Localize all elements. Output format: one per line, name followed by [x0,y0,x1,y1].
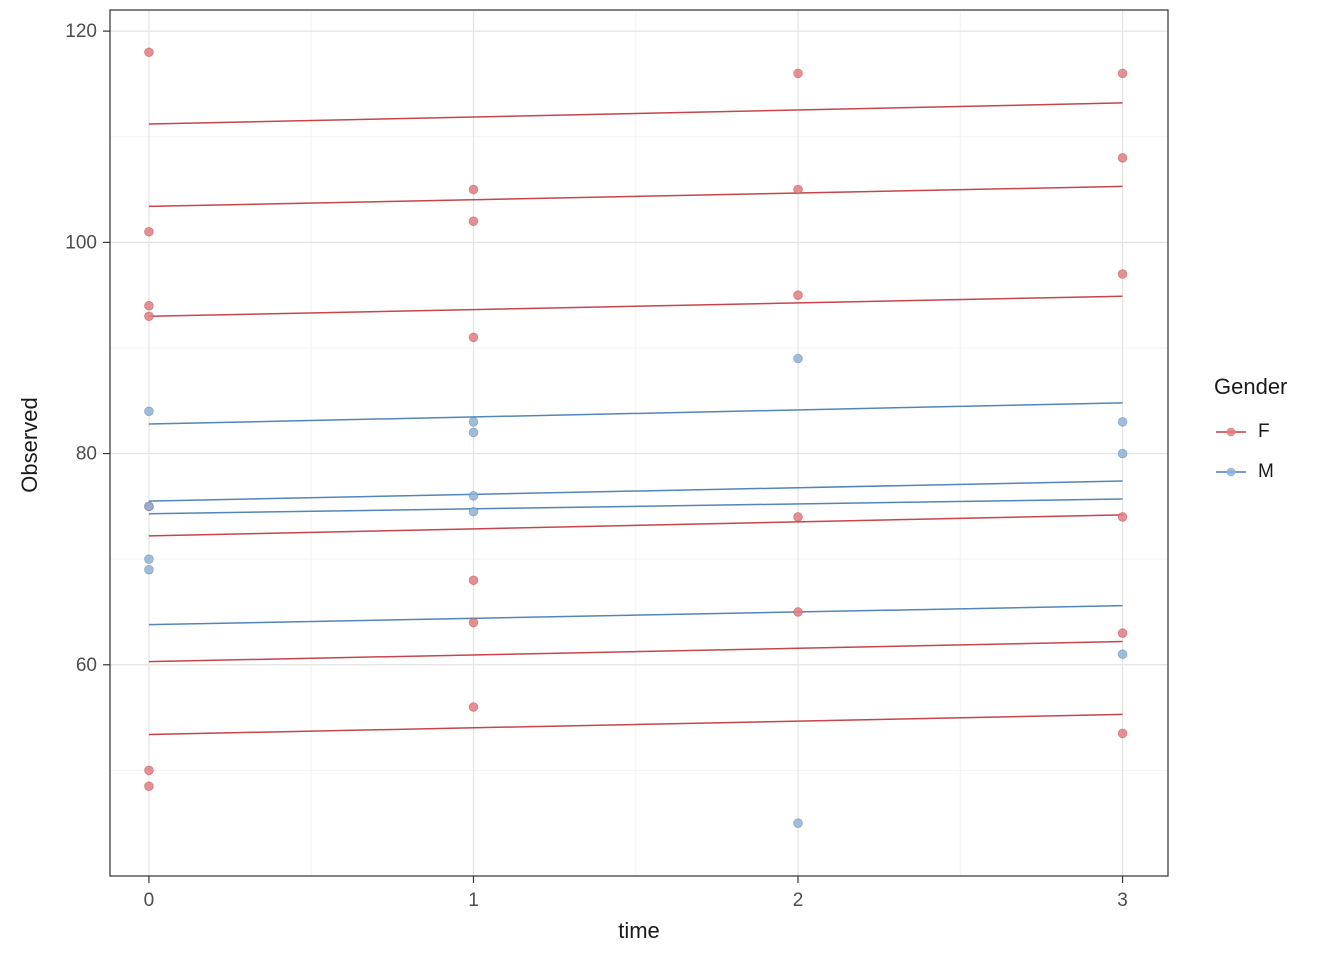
axis-ticks [103,30,1124,883]
legend-label-F: F [1258,421,1270,442]
legend-key-F-icon [1216,427,1246,437]
x-tick-label: 2 [793,890,804,911]
tick-labels: 0 1 2 3 60 80 100 120 [65,21,1128,911]
legend-label-M: M [1258,461,1274,482]
legend-entry-F: F [1214,412,1340,452]
y-tick-label: 120 [65,21,97,42]
fitted-lines-M [148,402,1123,626]
legend-key-M-icon [1216,467,1246,477]
panel-border [109,9,1169,877]
observed-points-M [144,353,1128,828]
x-axis-title: time [618,918,660,943]
legend-entry-M: M [1214,452,1340,492]
y-tick-label: 80 [76,444,97,465]
x-tick-label: 3 [1117,890,1128,911]
y-axis-title: Observed [17,397,42,493]
y-tick-label: 60 [76,655,97,676]
legend-title: Gender [1214,374,1288,399]
y-tick-label: 100 [65,232,97,253]
legend-point-M-icon [1226,467,1236,477]
x-tick-label: 1 [468,890,479,911]
fitted-lines-F [148,102,1123,736]
panel-background [110,10,1168,876]
x-tick-label: 0 [144,890,155,911]
legend: Gender F M [1214,374,1340,492]
minor-gridlines [110,10,1168,876]
legend-point-F-icon [1226,427,1236,437]
